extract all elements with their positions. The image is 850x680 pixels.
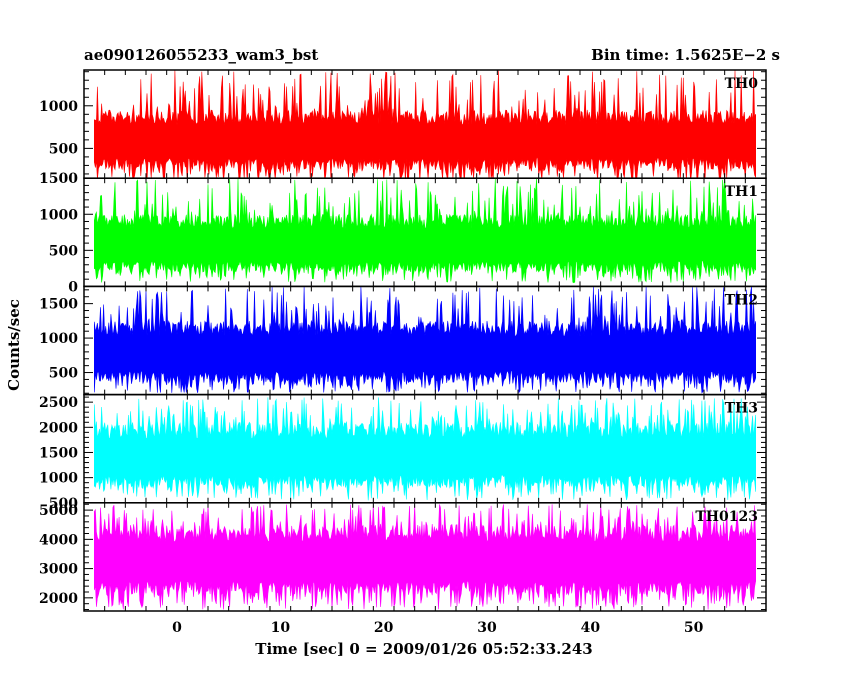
series-th0-curve: [94, 70, 757, 179]
y-tick-label: 500: [49, 141, 78, 157]
x-tick-label: 20: [374, 620, 394, 636]
y-tick-label: 1500: [39, 171, 78, 187]
bin-time-label: Bin time: 1.5625E−2 s: [591, 46, 780, 64]
y-tick-label: 4000: [39, 532, 78, 548]
series-th1-curve: [94, 178, 757, 284]
y-tick-label: 1000: [39, 207, 78, 223]
x-tick-label: 40: [581, 620, 601, 636]
y-tick-label: 1500: [39, 445, 78, 461]
y-tick-label: 1500: [39, 297, 78, 313]
series-label-th1: TH1: [725, 184, 758, 200]
series-label-th2: TH2: [725, 292, 758, 308]
panel-th2: 500 1000 1500 TH2: [39, 285, 767, 396]
panel-th0: 500 1000 TH0: [39, 69, 767, 179]
series-th2-curve: [94, 286, 757, 394]
panel-th3: 500 1000 1500 2000 2500 TH3: [39, 393, 767, 512]
y-tick-label: 3000: [39, 562, 78, 578]
series-label-th0123: TH0123: [695, 509, 758, 525]
y-tick-label: 1000: [39, 99, 78, 115]
panel-th1: 0 500 1000 1500 TH1: [39, 171, 767, 295]
series-th3-curve: [94, 397, 757, 501]
y-tick-label: 500: [49, 496, 78, 512]
y-tick-label: 500: [49, 366, 78, 382]
y-tick-label: 0: [68, 279, 78, 295]
x-tick-label: 30: [477, 620, 497, 636]
y-axis-label: Counts/sec: [5, 299, 23, 391]
series-label-th3: TH3: [725, 401, 758, 417]
chart-title: ae090126055233_wam3_bst: [84, 46, 318, 64]
y-tick-label: 1000: [39, 471, 78, 487]
x-axis-label: Time [sec] 0 = 2009/01/26 05:52:33.243: [255, 640, 592, 658]
series-label-th0: TH0: [725, 76, 759, 92]
y-tick-label: 2000: [39, 420, 78, 436]
y-tick-label: 500: [49, 243, 78, 259]
panel-th0123: 2000 3000 4000 5000 TH0123: [39, 502, 767, 612]
x-tick-label: 50: [684, 620, 704, 636]
y-tick-label: 1000: [39, 331, 78, 347]
y-tick-label: 5000: [39, 503, 78, 519]
x-tick-label: 0: [172, 620, 182, 636]
y-tick-label: 2500: [39, 395, 78, 411]
series-th0123-curve: [94, 504, 757, 610]
y-tick-label: 2000: [39, 591, 78, 607]
x-tick-label: 10: [271, 620, 291, 636]
